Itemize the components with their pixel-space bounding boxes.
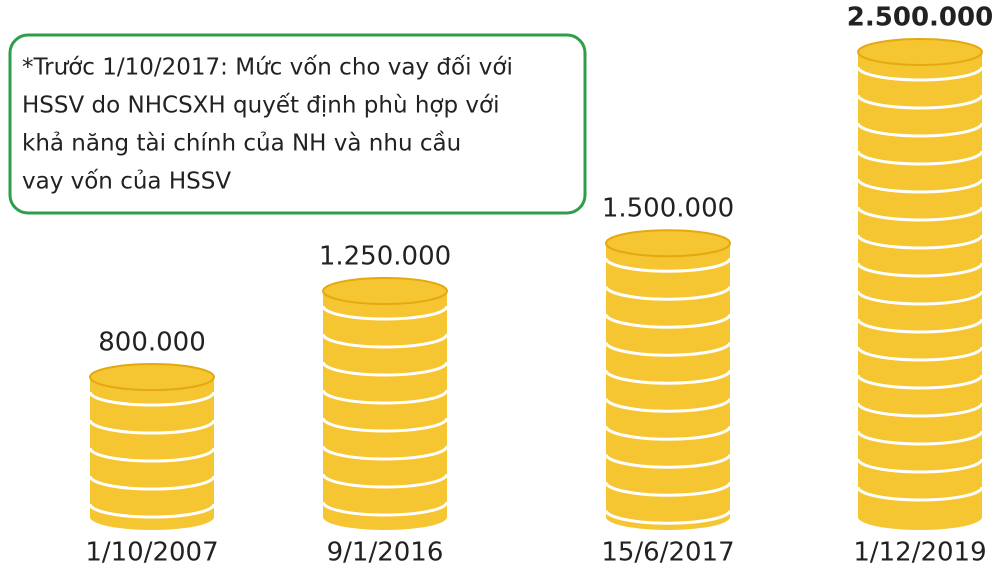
coin-edge [321, 361, 449, 377]
coin-stack [604, 229, 732, 530]
coin-edge [856, 178, 984, 194]
coin-edge [856, 206, 984, 222]
coin-edge [321, 305, 449, 321]
coin-top [605, 229, 731, 258]
annotation-line: HSSV do NHCSXH quyết định phù hợp với [22, 93, 499, 119]
coin-edge [856, 66, 984, 82]
coin-edge [88, 503, 216, 519]
coin-edge [604, 369, 732, 385]
coin-edge [856, 234, 984, 250]
coin-edge [856, 318, 984, 334]
coin-edge [321, 333, 449, 349]
coin-edge [604, 509, 732, 525]
coin-top [857, 38, 983, 66]
coin-edge [856, 122, 984, 138]
coin-top [89, 363, 215, 392]
coin-edge [321, 417, 449, 433]
coin-edge [856, 290, 984, 306]
coin-edge [856, 458, 984, 474]
coin-top [322, 277, 448, 305]
coin-edge [856, 262, 984, 278]
value-label: 2.500.000 [847, 3, 992, 33]
coin-edge [88, 419, 216, 435]
x-tick-label: 15/6/2017 [601, 538, 734, 568]
x-tick-label: 1/12/2019 [853, 538, 986, 568]
coin-body [90, 377, 214, 517]
value-label: 1.250.000 [319, 242, 451, 272]
value-label: 800.000 [98, 328, 206, 358]
value-label: 1.500.000 [602, 194, 734, 224]
coin-edge [856, 374, 984, 390]
coin-edge [88, 447, 216, 463]
coin-bottom [606, 504, 730, 530]
x-tick-label: 9/1/2016 [327, 538, 444, 568]
coin-edge [604, 425, 732, 441]
coin-edge [88, 475, 216, 491]
coin-edge [321, 445, 449, 461]
coin-edge [604, 257, 732, 273]
coin-stack [88, 363, 216, 530]
coin-bottom [323, 504, 447, 530]
coin-bottom [858, 504, 982, 530]
annotation-line: vay vốn của HSSV [22, 169, 231, 195]
annotation-line: khả năng tài chính của NH và nhu cầu [22, 131, 461, 157]
coin-edge [856, 486, 984, 502]
coin-edge [604, 453, 732, 469]
coin-edge [604, 313, 732, 329]
coin-edge [321, 501, 449, 517]
coin-edge [856, 402, 984, 418]
coin-edge [604, 285, 732, 301]
annotation-line: *Trước 1/10/2017: Mức vốn cho vay đối vớ… [22, 55, 513, 81]
coin-edge [604, 341, 732, 357]
coin-edge [88, 391, 216, 407]
coin-edge [321, 389, 449, 405]
coin-body [858, 52, 982, 517]
coin-edge [856, 346, 984, 362]
coin-stack [856, 38, 984, 530]
coin-edge [856, 94, 984, 110]
coin-edge [604, 481, 732, 497]
coin-edge [856, 150, 984, 166]
x-tick-label: 1/10/2007 [85, 538, 218, 568]
coin-edge [856, 430, 984, 446]
coin-stack [321, 277, 449, 530]
coin-edge [604, 397, 732, 413]
coin-edge [321, 473, 449, 489]
annotation-box [8, 33, 587, 215]
